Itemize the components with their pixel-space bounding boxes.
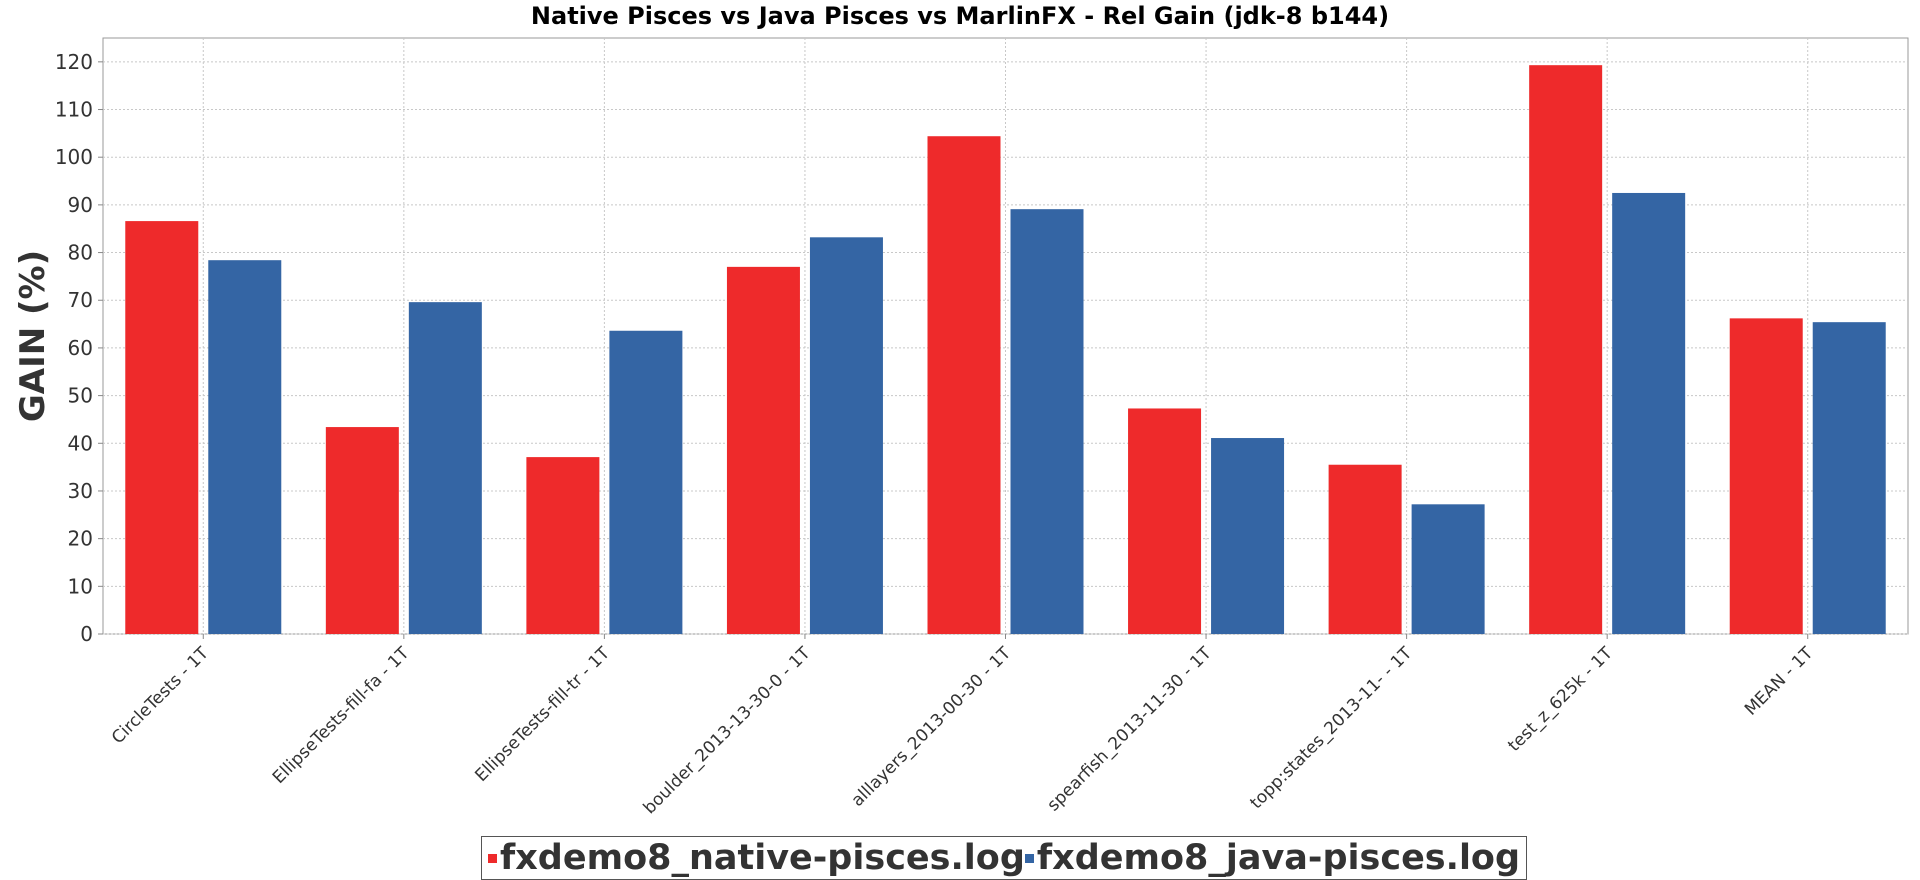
legend-label: fxdemo8_java-pisces.log (1036, 838, 1521, 878)
y-tick-label: 0 (80, 622, 93, 646)
bar-java-pisces (208, 260, 282, 634)
bar-java-pisces (609, 330, 683, 634)
bar-java-pisces (1211, 438, 1285, 634)
bar-java-pisces (408, 302, 482, 634)
y-tick-label: 80 (68, 241, 93, 265)
y-tick-label: 110 (55, 98, 93, 122)
x-tick-label: boulder_2013-13-30-0 - 1T (640, 643, 815, 818)
bar-native-pisces (1328, 464, 1402, 634)
bar-native-pisces (1529, 65, 1603, 634)
x-tick-label: topp:states_2013-11- - 1T (1246, 643, 1416, 813)
y-tick-label: 120 (55, 50, 93, 74)
y-tick-label: 30 (68, 479, 93, 503)
legend-label: fxdemo8_native-pisces.log (500, 838, 1025, 878)
bar-java-pisces (1812, 322, 1886, 634)
y-tick-label: 90 (68, 193, 93, 217)
legend: fxdemo8_native-pisces.log fxdemo8_java-pi… (481, 836, 1528, 880)
x-tick-label: EllipseTests-fill-tr - 1T (471, 643, 614, 786)
bar-java-pisces (809, 237, 883, 634)
bar-java-pisces (1612, 192, 1686, 634)
x-tick-label: test_z_625k - 1T (1504, 643, 1617, 756)
y-axis-label: GAIN (%) (13, 250, 53, 422)
grid-lines (103, 38, 1908, 635)
bar-native-pisces (526, 457, 600, 634)
legend-item: fxdemo8_native-pisces.log (488, 838, 1025, 878)
legend-item: fxdemo8_java-pisces.log (1024, 838, 1521, 878)
y-tick-label: 50 (68, 384, 93, 408)
bar-native-pisces (125, 221, 199, 635)
x-tick-label: spearfish_2013-11-30 - 1T (1044, 643, 1216, 815)
bar-native-pisces (927, 136, 1001, 634)
y-tick-label: 20 (68, 527, 93, 551)
x-tick-label: CircleTests - 1T (108, 643, 213, 748)
y-tick-label: 100 (55, 145, 93, 169)
x-tick-label: EllipseTests-fill-fa - 1T (269, 643, 414, 788)
y-tick-label: 70 (68, 288, 93, 312)
bar-native-pisces (726, 266, 800, 634)
x-tick-label: MEAN - 1T (1741, 643, 1818, 720)
y-axis-ticks: 0 10 20 30 40 50 60 70 80 90 100 110 120 (55, 50, 103, 646)
chart-title: Native Pisces vs Java Pisces vs MarlinFX… (530, 2, 1390, 30)
bar-native-pisces (325, 427, 399, 634)
x-axis-ticks: CircleTests - 1T EllipseTests-fill-fa - 1… (108, 634, 1818, 818)
x-tick-label: alllayers_2013-00-30 - 1T (848, 643, 1016, 811)
bar-native-pisces (1729, 318, 1803, 634)
y-tick-label: 40 (68, 431, 93, 455)
bar-native-pisces (1128, 408, 1202, 634)
y-tick-label: 60 (68, 336, 93, 360)
bar-java-pisces (1411, 504, 1485, 634)
bars (125, 65, 1886, 635)
y-tick-label: 10 (68, 574, 93, 598)
legend-swatch (1024, 853, 1034, 863)
legend-swatch (488, 853, 497, 863)
bar-java-pisces (1010, 209, 1084, 634)
